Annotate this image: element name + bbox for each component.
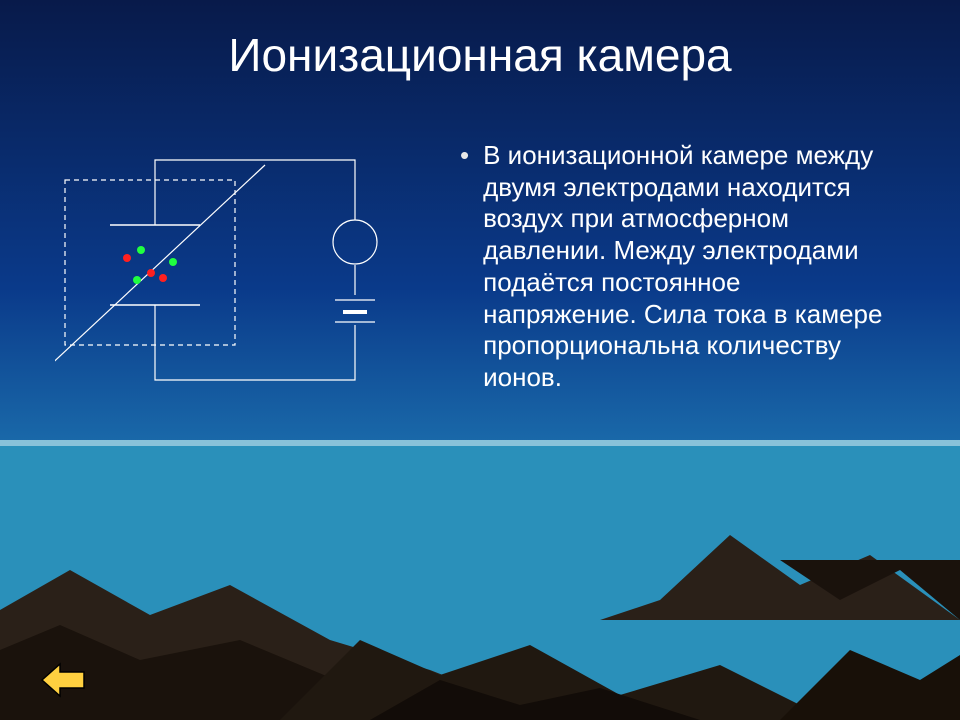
back-arrow-icon <box>40 660 86 700</box>
background-scene <box>0 440 960 720</box>
ionization-chamber-diagram <box>55 150 415 410</box>
diagram-column <box>0 140 460 410</box>
text-column: • В ионизационной камере между двумя эле… <box>460 140 940 410</box>
bullet-text: В ионизационной камере между двумя элект… <box>483 140 900 394</box>
slide-title: Ионизационная камера <box>0 28 960 82</box>
content-row: • В ионизационной камере между двумя эле… <box>0 140 960 410</box>
back-button[interactable] <box>40 660 86 700</box>
bullet-marker: • <box>460 140 469 394</box>
